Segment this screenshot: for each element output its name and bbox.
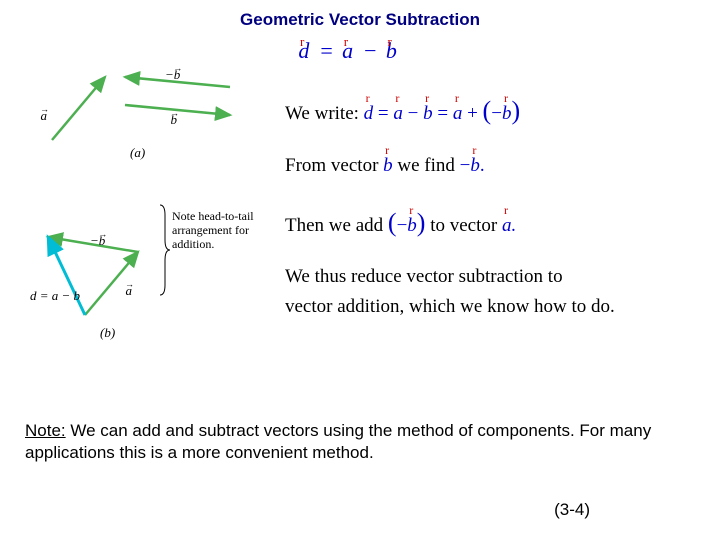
note-text: Note: We can add and subtract vectors us… [25, 420, 695, 464]
label-d-bot: d = a − b [30, 288, 81, 303]
sublabel-a: (a) [130, 145, 145, 160]
head-tail-note: Note head-to-tail arrangement for additi… [172, 210, 272, 251]
label-negb-bot: −b→ [90, 229, 107, 248]
label-a-bot: a→ [125, 279, 134, 298]
vector-diagrams: a→ −b→ b→ (a) −b→ a→ d = a − b Note head… [30, 65, 275, 345]
label-b-top: b→ [170, 108, 179, 127]
page-title: Geometric Vector Subtraction [240, 10, 480, 30]
sublabel-b: (b) [100, 325, 115, 340]
text-line-1: We write: rd = ra − rb = ra + (−rb) [285, 96, 705, 126]
text-line-3: Then we add (−rb) to vector ra. [285, 208, 705, 238]
text-line-2: From vector rb we find −rb. [285, 155, 705, 177]
text-line-4: We thus reduce vector subtraction to vec… [285, 262, 705, 323]
page-number: (3-4) [554, 500, 590, 520]
main-equation: rd = ra − rb [300, 38, 397, 64]
label-negb-top: −b→ [165, 65, 182, 82]
label-a-top: a→ [40, 104, 49, 123]
